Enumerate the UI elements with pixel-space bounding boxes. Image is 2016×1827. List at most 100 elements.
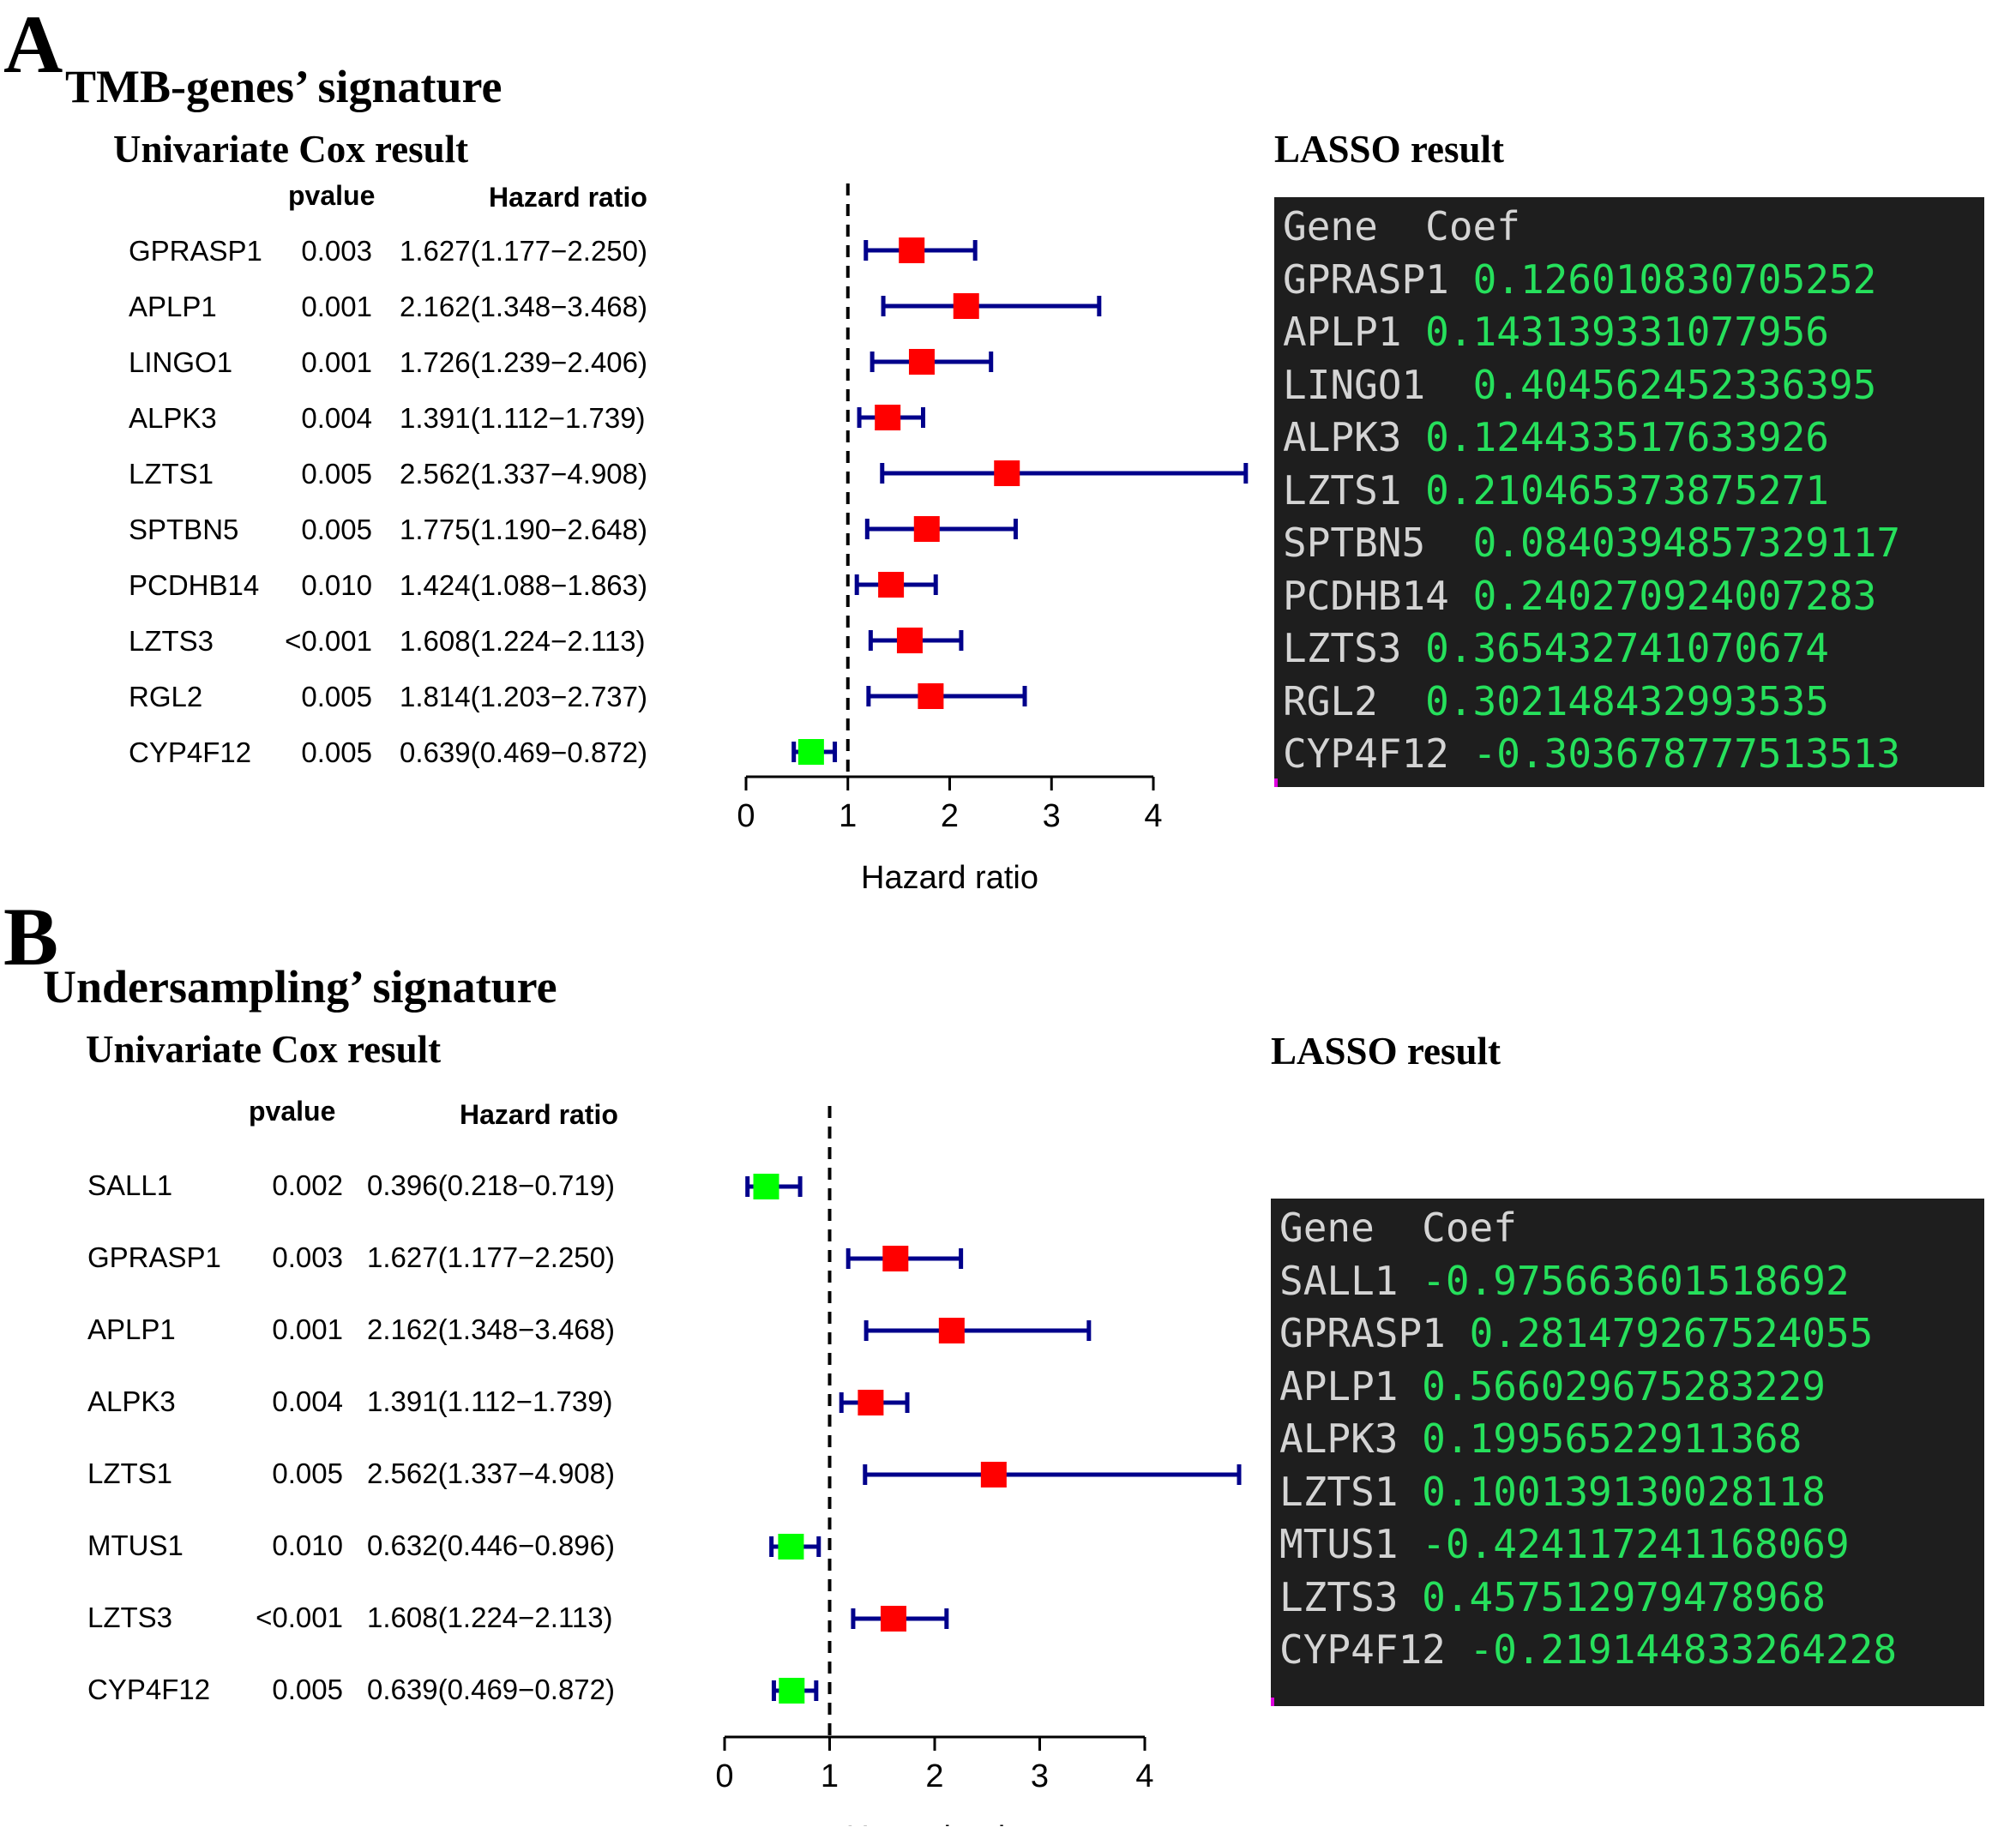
hazard-ratio-cell: 0.632(0.446−0.896) [367, 1530, 615, 1561]
lasso-gene: LZTS1 [1283, 466, 1426, 514]
x-tick-label: 2 [925, 1758, 943, 1794]
lasso-coef: 0.126010830705252 [1472, 255, 1877, 303]
lasso-console: Gene Coef GPRASP1 0.126010830705252 APLP1… [1274, 197, 1984, 787]
hazard-ratio-cell: 2.562(1.337−4.908) [367, 1457, 615, 1489]
pvalue-cell: <0.001 [285, 625, 372, 657]
lasso-line: LZTS3 0.457512979478968 [1279, 1572, 1984, 1625]
lasso-coef: 0.404562452336395 [1472, 361, 1877, 408]
lasso-coef: 0.19956522911368 [1422, 1415, 1802, 1462]
lasso-coef: 0.0840394857329117 [1472, 520, 1901, 566]
lasso-coef: 0.100139130028118 [1422, 1468, 1826, 1515]
lasso-line: LZTS3 0.365432741070674 [1283, 622, 1984, 676]
lasso-gene: PCDHB14 [1283, 572, 1473, 619]
lasso-gene: ALPK3 [1283, 414, 1426, 460]
lasso-line: APLP1 0.143139331077956 [1283, 306, 1984, 359]
cursor-mark [1274, 778, 1278, 787]
gene-name: LZTS1 [87, 1457, 173, 1489]
pvalue-cell: 0.005 [272, 1457, 343, 1489]
hazard-ratio-cell: 1.627(1.177−2.250) [400, 235, 647, 267]
lasso-coef: 0.302148432993535 [1425, 677, 1829, 724]
lasso-title: LASSO result [1274, 128, 1504, 171]
hazard-ratio-cell: 1.391(1.112−1.739) [367, 1385, 613, 1417]
gene-name: LINGO1 [129, 346, 233, 378]
lasso-coef: 0.281479267524055 [1469, 1310, 1874, 1356]
hr-point [779, 1678, 805, 1704]
lasso-gene: APLP1 [1283, 309, 1426, 355]
lasso-gene: RGL2 [1283, 677, 1426, 724]
lasso-gene: ALPK3 [1279, 1415, 1423, 1462]
gene-name: SALL1 [87, 1169, 173, 1201]
lasso-coef: -0.219144833264228 [1469, 1626, 1898, 1673]
hr-point [994, 460, 1020, 486]
hazard-ratio-cell: 1.391(1.112−1.739) [400, 402, 646, 434]
lasso-console: Gene Coef SALL1 -0.975663601518692 GPRASP… [1271, 1199, 1984, 1706]
hr-point [778, 1534, 804, 1560]
hr-point [882, 1246, 909, 1271]
lasso-gene: LINGO1 [1283, 361, 1473, 408]
hazard-ratio-cell: 1.726(1.239−2.406) [400, 346, 647, 378]
x-tick-label: 2 [941, 798, 959, 834]
x-axis-label: Hazard ratio [846, 1820, 1024, 1826]
lasso-line: RGL2 0.302148432993535 [1283, 676, 1984, 729]
lasso-title: LASSO result [1271, 1030, 1501, 1073]
lasso-line: GPRASP1 0.281479267524055 [1279, 1307, 1984, 1361]
lasso-coef: -0.975663601518692 [1422, 1257, 1850, 1304]
x-tick-label: 1 [839, 798, 857, 834]
lasso-coef: 0.566029675283229 [1422, 1362, 1826, 1409]
hr-point [953, 293, 979, 319]
gene-name: LZTS1 [129, 458, 214, 490]
lasso-gene: LZTS3 [1279, 1573, 1423, 1620]
pvalue-cell: 0.004 [301, 402, 372, 434]
lasso-coef: 0.210465373875271 [1425, 466, 1829, 514]
hr-point [899, 237, 925, 263]
lasso-coef: 0.124433517633926 [1425, 414, 1829, 460]
x-tick-label: 1 [821, 1758, 839, 1794]
lasso-coef: 0.365432741070674 [1425, 625, 1829, 671]
lasso-gene: LZTS3 [1283, 625, 1426, 671]
lasso-coef: -0.303678777513513 [1472, 730, 1901, 777]
gene-name: RGL2 [129, 681, 203, 712]
pvalue-cell: 0.005 [301, 514, 372, 545]
hr-point [797, 739, 824, 765]
lasso-header: Gene Coef [1283, 203, 1520, 249]
pvalue-cell: 0.010 [272, 1530, 343, 1561]
gene-name: APLP1 [129, 291, 217, 322]
x-tick-label: 4 [1135, 1758, 1153, 1794]
pvalue-cell: 0.003 [272, 1241, 343, 1273]
gene-name: MTUS1 [87, 1530, 184, 1561]
hazard-ratio-cell: 0.396(0.218−0.719) [367, 1169, 615, 1201]
hr-point [858, 1390, 884, 1415]
lasso-coef: 0.143139331077956 [1425, 309, 1829, 355]
hr-point [880, 1606, 906, 1632]
hazard-ratio-cell: 1.608(1.224−2.113) [400, 625, 646, 657]
lasso-gene: MTUS1 [1279, 1521, 1423, 1567]
gene-name: LZTS3 [129, 625, 214, 657]
hazard-ratio-cell: 0.639(0.469−0.872) [367, 1674, 615, 1705]
panel-letter: B [3, 891, 59, 983]
lasso-line: LINGO1 0.404562452336395 [1283, 359, 1984, 412]
lasso-gene: CYP4F12 [1283, 730, 1473, 777]
gene-name: ALPK3 [87, 1385, 176, 1417]
lasso-line: CYP4F12 -0.219144833264228 [1279, 1624, 1984, 1677]
lasso-gene: GPRASP1 [1279, 1310, 1470, 1356]
pvalue-cell: 0.002 [272, 1169, 343, 1201]
gene-name: ALPK3 [129, 402, 217, 434]
hazard-ratio-cell: 2.162(1.348−3.468) [400, 291, 647, 322]
gene-name: GPRASP1 [87, 1241, 221, 1273]
pvalue-cell: 0.003 [301, 235, 372, 267]
x-tick-label: 0 [737, 798, 755, 834]
gene-name: PCDHB14 [129, 569, 260, 601]
hazard-ratio-cell: 1.627(1.177−2.250) [367, 1241, 615, 1273]
hazard-ratio-cell: 1.424(1.088−1.863) [400, 569, 647, 601]
lasso-gene: CYP4F12 [1279, 1626, 1470, 1673]
hr-point [875, 405, 901, 430]
gene-name: CYP4F12 [129, 736, 252, 768]
hazard-ratio-header: Hazard ratio [489, 182, 647, 213]
x-tick-label: 0 [715, 1758, 733, 1794]
lasso-gene: SPTBN5 [1283, 520, 1473, 566]
lasso-line: LZTS1 0.210465373875271 [1283, 465, 1984, 518]
lasso-gene: GPRASP1 [1283, 255, 1473, 303]
x-tick-label: 3 [1031, 1758, 1049, 1794]
lasso-line: APLP1 0.566029675283229 [1279, 1361, 1984, 1414]
lasso-gene: LZTS1 [1279, 1468, 1423, 1515]
